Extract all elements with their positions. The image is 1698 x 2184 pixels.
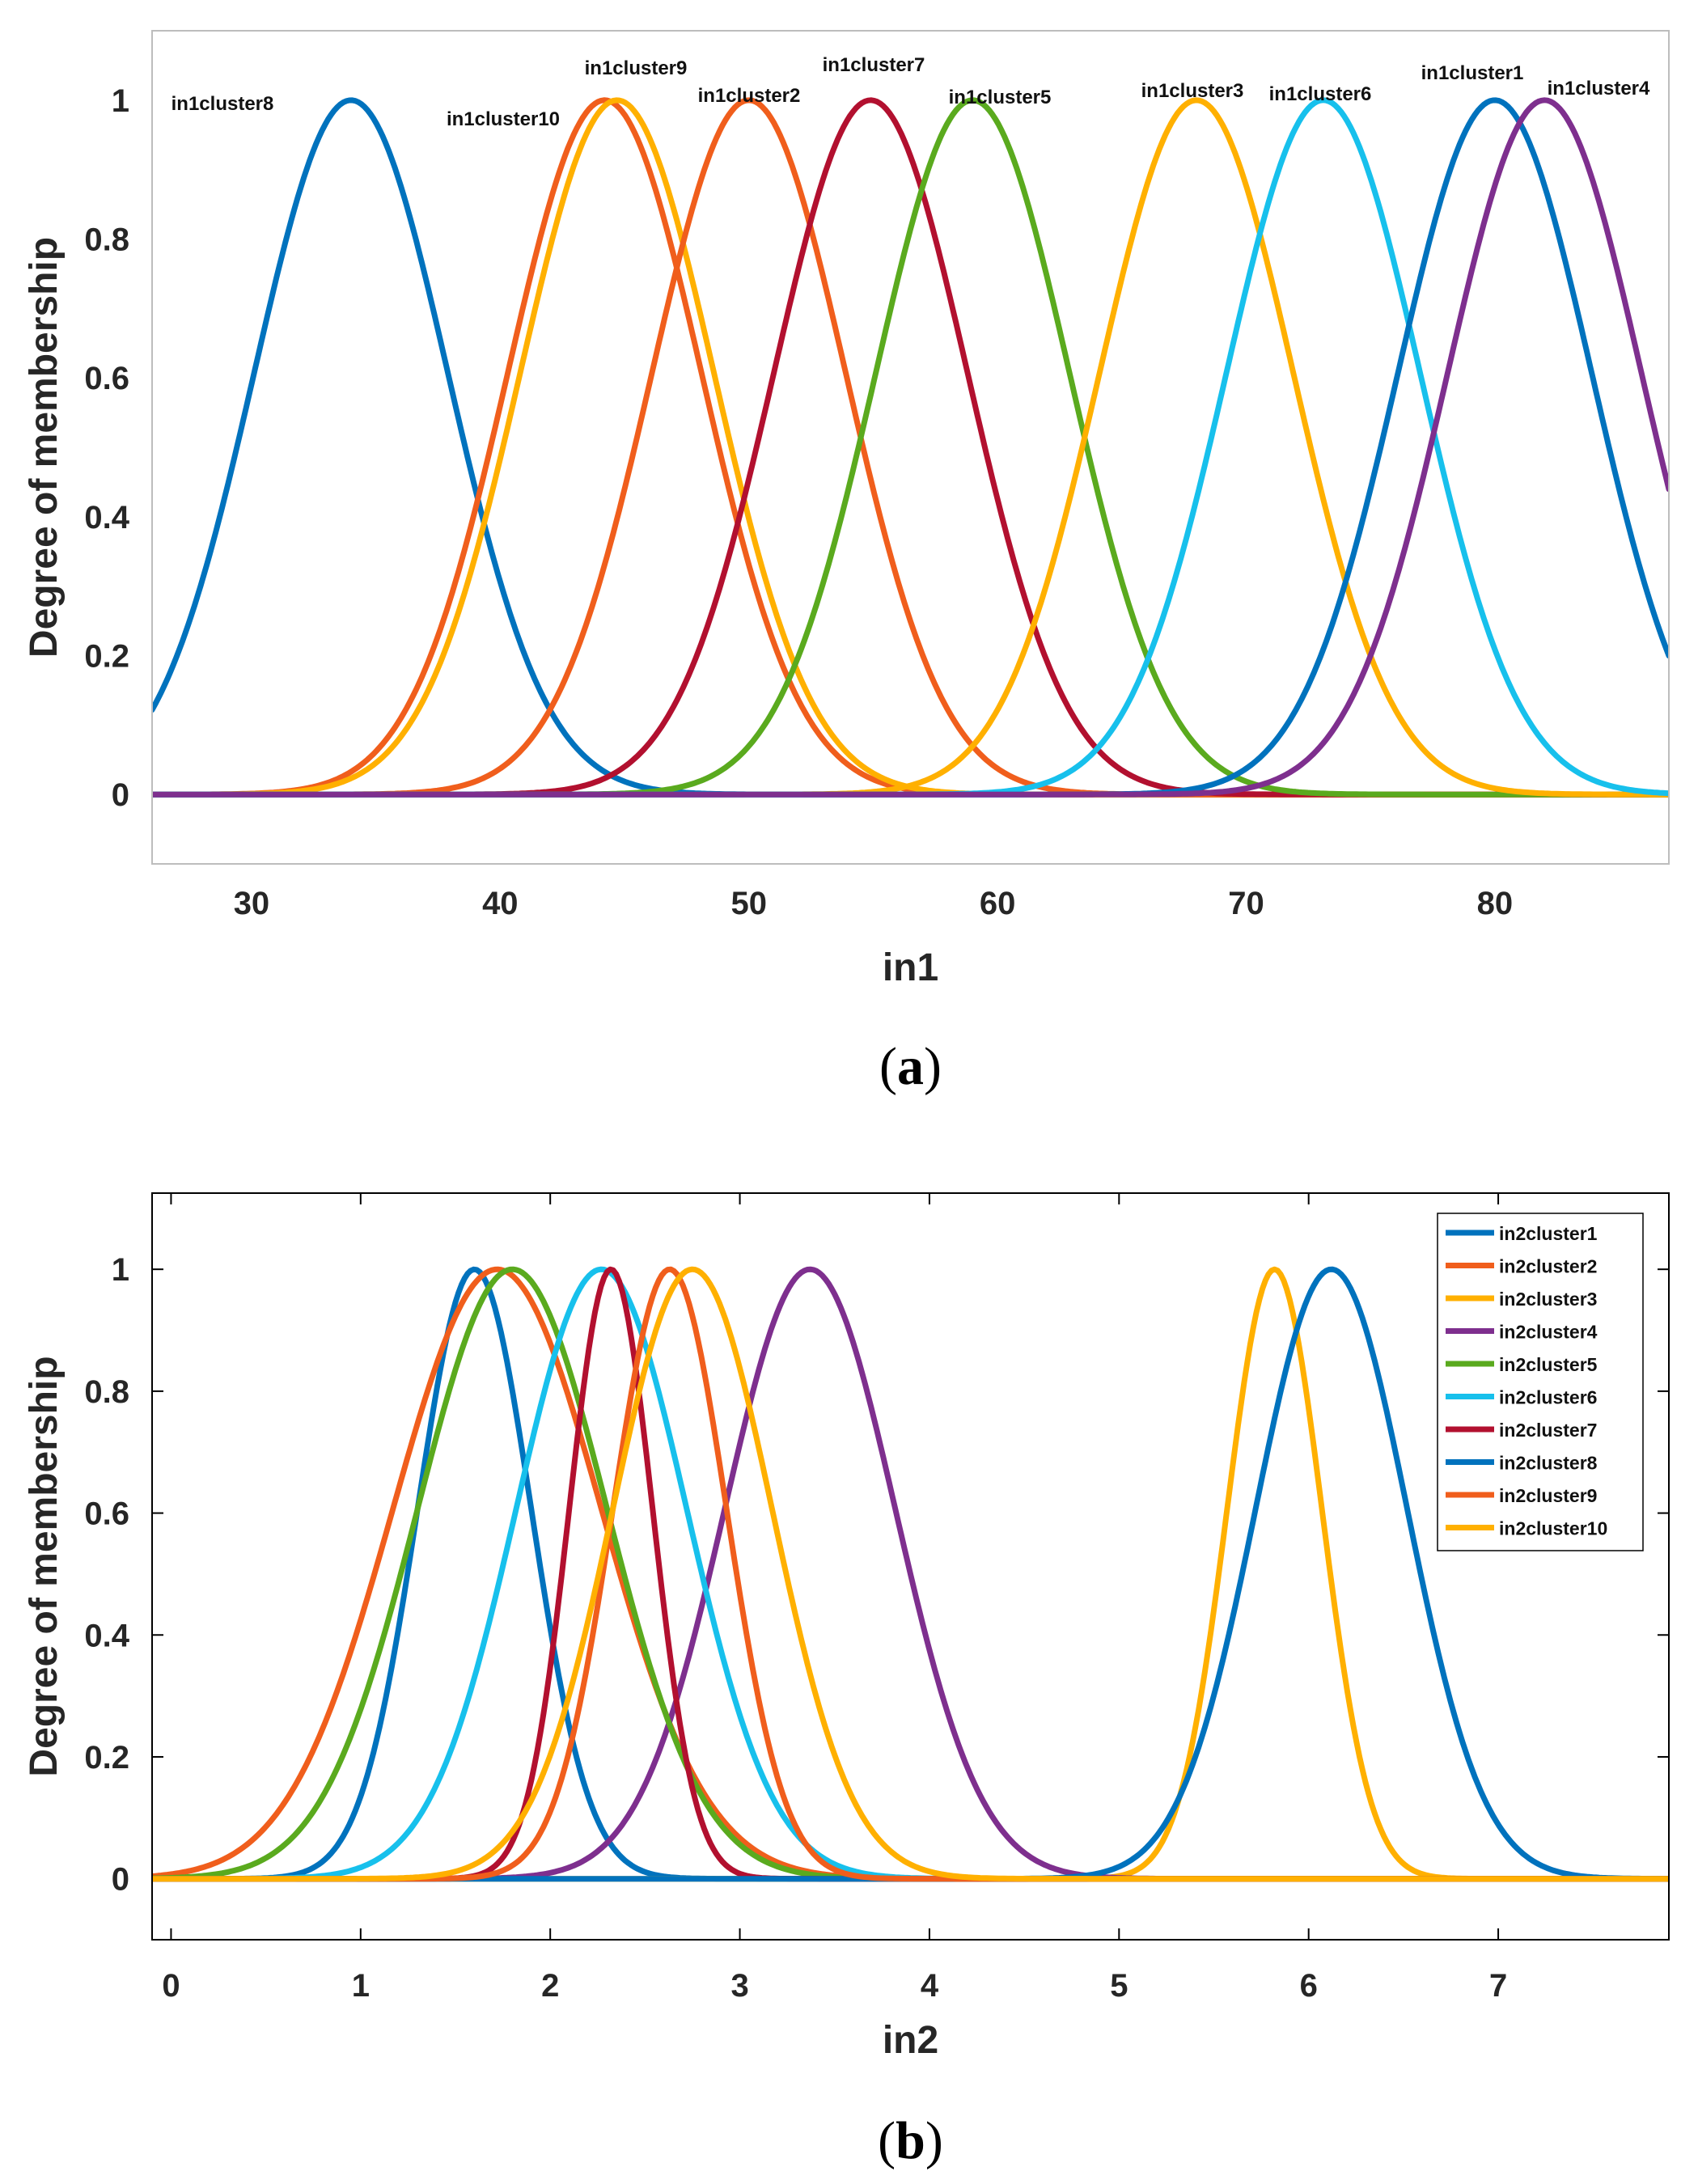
y-tick-label: 0 <box>112 1862 129 1898</box>
curve-label: in1cluster8 <box>171 93 274 115</box>
x-tick-label: 80 <box>1477 886 1514 921</box>
y-tick-label: 0 <box>112 777 129 813</box>
curve-label: in1cluster2 <box>698 85 801 107</box>
curve-label: in1cluster6 <box>1269 83 1372 105</box>
x-tick-label: 2 <box>541 1968 559 2004</box>
y-tick-label: 0.2 <box>84 639 129 675</box>
legend-label: in2cluster10 <box>1499 1518 1607 1539</box>
curve-label: in1cluster7 <box>823 54 925 76</box>
x-axis-label: in2 <box>883 2019 938 2062</box>
caption-open-paren: ( <box>878 2111 896 2170</box>
x-tick-label: 60 <box>980 886 1016 921</box>
curves <box>152 97 1669 798</box>
y-axis-label: Degree of membership <box>23 237 66 658</box>
x-tick-label: 50 <box>730 886 767 921</box>
plot-box <box>151 1192 1670 1941</box>
figure-caption: (a) <box>879 1037 942 1096</box>
y-tick-label: 0.2 <box>84 1740 129 1776</box>
y-tick-label: 0.6 <box>84 361 129 396</box>
caption-open-paren: ( <box>879 1037 897 1096</box>
legend-label: in2cluster9 <box>1499 1485 1597 1506</box>
legend-label: in2cluster8 <box>1499 1453 1598 1474</box>
legend-label: in2cluster7 <box>1499 1420 1597 1441</box>
x-tick-label: 7 <box>1489 1968 1507 2004</box>
legend-label: in2cluster2 <box>1499 1256 1597 1277</box>
x-axis-label: in1 <box>883 946 938 989</box>
caption-close-paren: ) <box>924 1037 942 1096</box>
x-tick-label: 3 <box>730 1968 748 2004</box>
legend: in2cluster1 in2cluster2 in2cluster3 in2clus… <box>1437 1213 1644 1551</box>
y-axis-label: Degree of membership <box>23 1356 66 1776</box>
series-line-in1cluster4 <box>152 97 1669 798</box>
x-tick-label: 40 <box>482 886 519 921</box>
x-tick-label: 1 <box>352 1968 370 2004</box>
x-tick-label: 6 <box>1300 1968 1318 2004</box>
caption-letter: a <box>897 1037 924 1096</box>
curves <box>152 1266 1669 1882</box>
curve-label: in1cluster10 <box>447 108 560 130</box>
caption-letter: b <box>896 2111 925 2170</box>
x-tick-label: 30 <box>234 886 270 921</box>
legend-label: in2cluster3 <box>1499 1289 1597 1310</box>
x-tick-label: 4 <box>921 1968 939 2004</box>
curve-label: in1cluster3 <box>1141 80 1244 102</box>
curve-label: in1cluster1 <box>1421 62 1524 84</box>
x-tick-label: 5 <box>1110 1968 1128 2004</box>
chart-a: 0 0.2 0.4 0.6 0.8 1 30 40 50 60 70 80 in1cluster8 in1… <box>23 30 1670 1096</box>
curve-label: in1cluster5 <box>949 87 1052 108</box>
y-tick-label: 0.8 <box>84 1374 129 1410</box>
curve-label: in1cluster4 <box>1548 78 1650 99</box>
legend-label: in2cluster1 <box>1499 1223 1598 1244</box>
x-tick-label: 0 <box>162 1968 180 2004</box>
legend-label: in2cluster6 <box>1499 1387 1597 1408</box>
y-tick-label: 0.4 <box>84 1618 129 1653</box>
y-tick-label: 0.8 <box>84 222 129 258</box>
plot-box <box>151 30 1670 865</box>
y-tick-label: 1 <box>112 83 129 119</box>
figure-caption: (b) <box>878 2111 943 2170</box>
x-tick-label: 70 <box>1228 886 1264 921</box>
y-tick-label: 1 <box>112 1252 129 1288</box>
y-tick-label: 0.6 <box>84 1496 129 1532</box>
legend-label: in2cluster4 <box>1499 1322 1598 1343</box>
chart-b: 00.20.40.60.810 1 2 3 4 5 6 7in2cluster1in2clus… <box>23 1192 1670 2170</box>
series-line-in2cluster10 <box>152 1266 1669 1882</box>
caption-close-paren: ) <box>925 2111 943 2170</box>
legend-label: in2cluster5 <box>1499 1354 1598 1375</box>
curve-label: in1cluster9 <box>585 57 688 79</box>
plot-area <box>152 31 1669 864</box>
y-tick-label: 0.4 <box>84 500 129 535</box>
